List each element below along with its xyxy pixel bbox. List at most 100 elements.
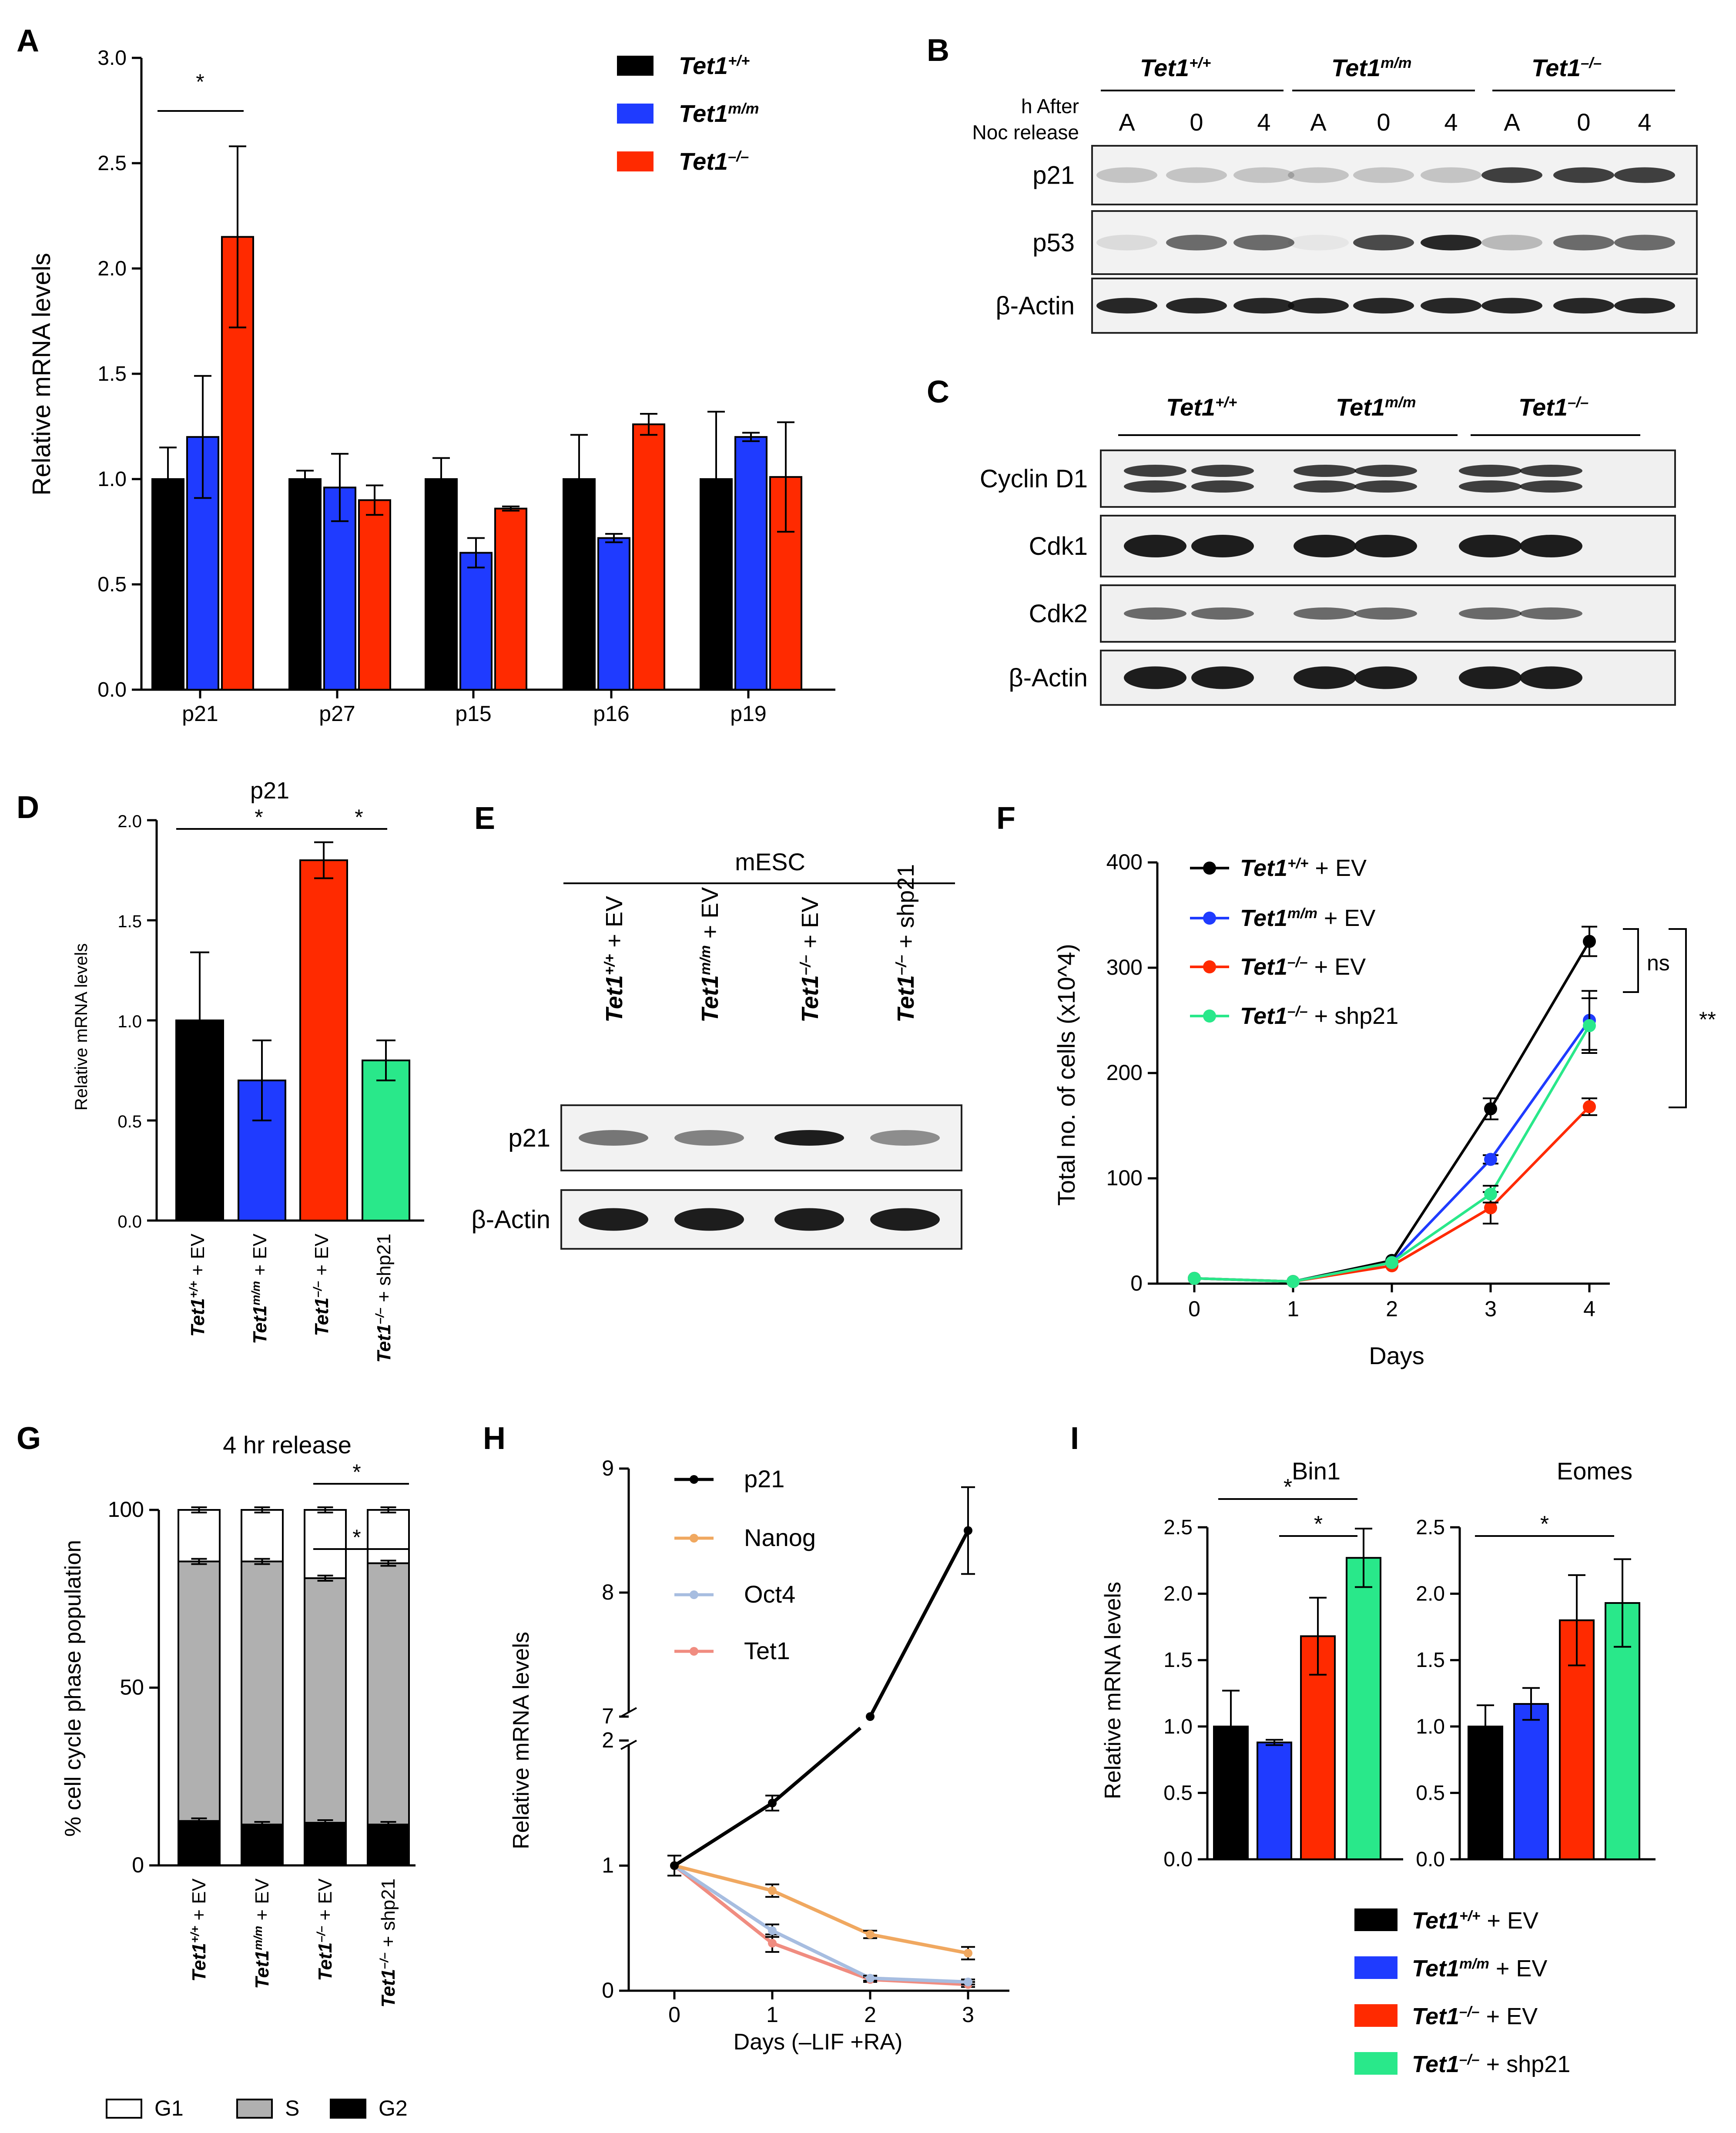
f-x-tick-label: 3 [1485,1297,1497,1321]
a-category-label: p16 [593,701,629,726]
h-series-line [673,1864,969,1986]
a-legend-swatch [617,151,654,171]
d-y-tick-label: 1.0 [117,1012,142,1031]
d-y-tick-label: 1.5 [117,912,142,931]
panel-label-b: B [927,33,949,68]
i-y-tick-label: 0.0 [1163,1848,1193,1871]
a-bar [425,478,458,691]
c-band [1520,666,1582,689]
c-row-label: β-Actin [1009,664,1088,692]
f-ns: ns [1647,951,1670,975]
g-category-label: Tet1m/m + EV [251,1878,273,1989]
i-y-tick-label: 1.5 [1163,1649,1193,1672]
f-bracket-ns [1623,928,1639,993]
i-sig-star: * [1314,1512,1323,1537]
g-legend-swatch [106,2099,142,2119]
a-bar [632,423,665,691]
b-band [1421,167,1481,183]
i-bar [1513,1703,1549,1861]
f-x-tick-label: 4 [1583,1297,1595,1321]
h-y-tick-label: 7 [602,1704,614,1728]
h-x-tick-label: 0 [668,2002,680,2027]
e-lane-label: Tet1–/– + shp21 [893,864,919,1023]
h-point [670,1861,679,1870]
a-sig-star: * [196,70,204,94]
c-blot-0 [1100,449,1676,508]
b-band [1233,298,1294,314]
b-band [1553,167,1614,183]
f-legend-label: Tet1–/– + EV [1240,954,1366,980]
b-row-label: β-Actin [995,292,1075,320]
f-legend-label: Tet1–/– + shp21 [1240,1003,1398,1029]
h-y-tick-label: 8 [602,1580,614,1604]
e-lane-label: Tet1m/m + EV [697,887,723,1023]
i-y-tick-label: 1.5 [1416,1649,1445,1672]
i-legend-label: Tet1–/– + shp21 [1412,2051,1570,2077]
i-bar [1257,1741,1292,1861]
h-point [866,1974,875,1983]
i-legend-swatch [1354,1908,1398,1931]
g-y-tick-label: 50 [120,1675,144,1700]
b-band [1096,235,1157,251]
a-legend-swatch [617,56,654,76]
f-series-line [1194,1020,1591,1283]
h-series-line [868,1529,970,1717]
g-category-label: Tet1+/+ + EV [188,1878,210,1982]
f-y-tick-label: 100 [1106,1166,1143,1190]
h-ylabel: Relative mRNA levels [509,1632,534,1849]
f-y-tick-label: 0 [1130,1271,1143,1295]
d-title: p21 [250,778,289,804]
g-bar-g1 [367,1509,410,1564]
g-sig-star: * [352,1525,361,1549]
c-band [1520,535,1582,557]
i-legend-swatch [1354,2052,1398,2075]
f-point [1484,1201,1497,1214]
b-band [1288,235,1349,251]
f-y-tick-label: 300 [1106,955,1143,979]
a-bar [288,478,322,691]
a-bar [186,436,219,691]
a-category-label: p21 [182,701,218,726]
i-y-tick-label: 2.0 [1416,1583,1445,1606]
d-sig-star: * [255,805,263,829]
c-genotype-header: Tet1–/– [1518,393,1589,421]
e-lane-label: Tet1+/+ + EV [601,896,627,1023]
e-row-label: β-Actin [471,1206,550,1234]
h-series-line [673,1864,969,1984]
c-band [1124,535,1186,557]
b-genotype-header: Tet1m/m [1331,54,1411,81]
i-bar [1468,1725,1503,1861]
f-legend-marker [1203,960,1216,973]
g-bar-s [304,1577,347,1824]
c-band [1124,465,1186,477]
b-lane-label: 0 [1190,108,1203,136]
f-legend-marker [1203,862,1216,875]
f-xlabel: Days [1369,1342,1424,1369]
h-point [964,1526,972,1535]
d-category-label: Tet1m/m + EV [249,1233,271,1344]
i-legend-label: Tet1–/– + EV [1412,2003,1538,2029]
b-band [1096,167,1157,183]
b-band [1166,298,1227,314]
b-row-label: p21 [1032,161,1075,190]
g-bar-g1 [304,1509,347,1579]
a-y-tick-label: 2.0 [97,257,127,280]
d-y-tick-label: 2.0 [117,812,142,831]
c-band [1294,607,1356,620]
c-band [1294,480,1356,493]
f-y-tick-label: 200 [1106,1060,1143,1085]
e-band [674,1130,744,1146]
f-point [1484,1187,1497,1201]
g-legend-swatch [330,2099,366,2119]
b-lane-label: A [1310,108,1327,136]
b-band [1288,167,1349,183]
f-x-tick-label: 0 [1188,1297,1200,1321]
g-ylabel: % cell cycle phase population [60,1540,86,1837]
h-point [768,1938,777,1948]
a-y-tick-label: 0.5 [97,573,127,596]
panel-label-i: I [1070,1421,1079,1456]
f-point [1583,1100,1596,1113]
a-category-label: p27 [319,701,355,726]
i-bar [1346,1557,1381,1861]
